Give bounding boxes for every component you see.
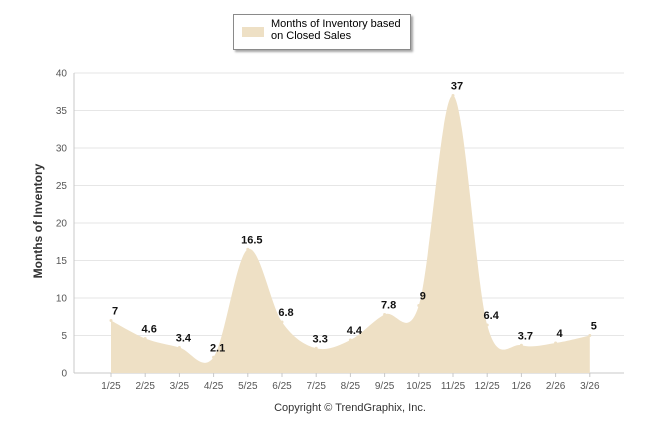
x-tick-label: 2/25 [135, 381, 155, 392]
data-point [143, 337, 147, 340]
data-label: 37 [451, 81, 463, 93]
data-point [417, 304, 421, 307]
y-tick-label: 15 [56, 256, 68, 267]
data-label: 3.7 [518, 330, 533, 342]
y-tick-label: 0 [61, 369, 67, 380]
series-area [111, 95, 590, 373]
data-label: 6.8 [278, 307, 293, 319]
data-label: 2.1 [210, 342, 225, 354]
data-point [246, 247, 250, 251]
x-tick-label: 5/25 [238, 381, 258, 392]
x-tick-label: 7/25 [306, 381, 326, 392]
x-tick-label: 10/25 [406, 381, 431, 392]
data-point [383, 313, 387, 316]
y-axis-title: Months of Inventory [31, 163, 45, 279]
data-point [554, 341, 558, 345]
y-tick-label: 40 [56, 69, 68, 80]
legend-swatch [242, 27, 264, 37]
data-point [314, 346, 318, 350]
x-tick-label: 9/25 [375, 381, 395, 392]
data-label: 4.4 [347, 325, 363, 337]
y-tick-label: 20 [56, 219, 68, 230]
data-label: 3.4 [176, 333, 192, 345]
x-tick-label: 6/25 [272, 381, 292, 392]
x-tick-label: 11/25 [441, 381, 466, 392]
data-point [109, 319, 113, 322]
data-label: 7.8 [381, 300, 396, 312]
data-label: 5 [591, 321, 597, 333]
x-tick-label: 12/25 [475, 381, 500, 392]
data-point [212, 355, 216, 359]
x-tick-label: 2/26 [546, 381, 566, 392]
data-point [519, 343, 523, 347]
x-tick-label: 1/25 [101, 381, 121, 392]
data-label: 9 [420, 291, 426, 303]
data-label: 16.5 [241, 234, 262, 246]
legend-label: Months of Inventory based on Closed Sale… [271, 18, 401, 42]
x-tick-label: 3/25 [170, 381, 190, 392]
data-point [280, 320, 284, 324]
y-tick-label: 30 [56, 144, 68, 155]
data-label: 7 [112, 306, 118, 318]
y-tick-label: 35 [56, 106, 68, 117]
data-point [177, 346, 181, 349]
y-tick-label: 25 [56, 181, 68, 192]
copyright-text: Copyright © TrendGraphix, Inc. [274, 402, 426, 414]
y-tick-label: 10 [56, 294, 68, 305]
x-tick-label: 3/26 [580, 381, 600, 392]
data-point [485, 323, 489, 327]
data-label: 3.3 [313, 333, 328, 345]
data-label: 6.4 [484, 310, 500, 322]
data-point [348, 338, 352, 342]
x-tick-label: 4/25 [204, 381, 224, 392]
x-tick-label: 8/25 [341, 381, 361, 392]
data-label: 4.6 [142, 324, 157, 336]
data-label: 4 [557, 328, 564, 340]
legend: Months of Inventory based on Closed Sale… [233, 14, 411, 50]
y-tick-label: 5 [61, 331, 67, 342]
data-point [588, 334, 592, 337]
x-tick-label: 1/26 [512, 381, 532, 392]
data-point [451, 94, 455, 97]
